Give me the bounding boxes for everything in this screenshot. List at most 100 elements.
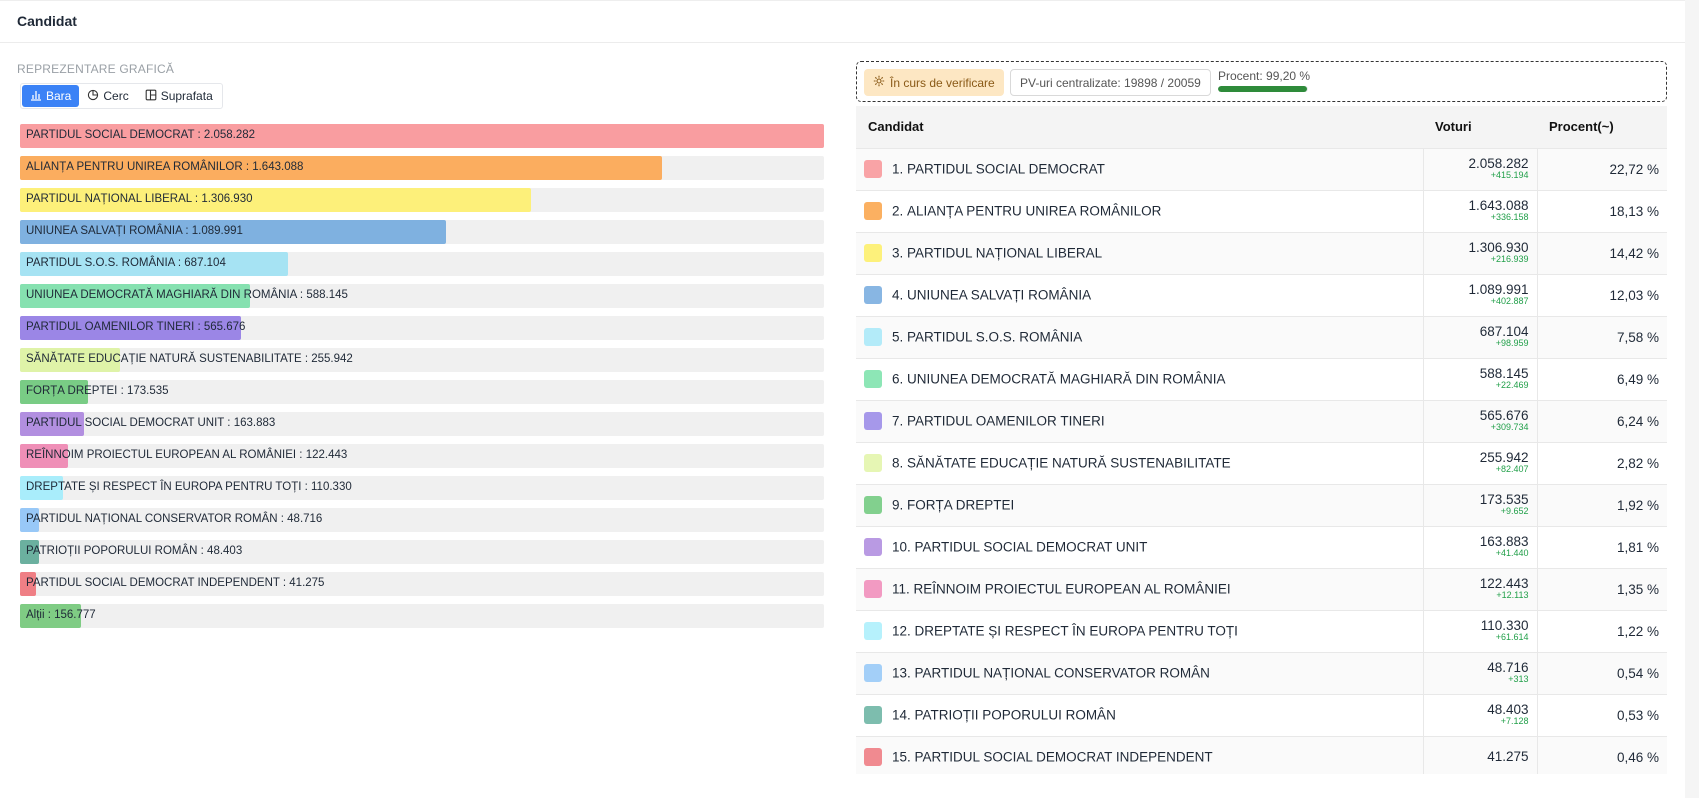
bar-category-label: SĂNĂTATE EDUCAȚIE NATURĂ SUSTENABILITATE <box>26 353 302 365</box>
bar-value-label: 110.330 <box>311 481 352 493</box>
bar-value-label: 173.535 <box>126 385 169 397</box>
table-row[interactable]: 15. PARTIDUL SOCIAL DEMOCRAT INDEPENDENT… <box>856 735 1667 774</box>
percent-cell: 7,58 % <box>1536 315 1667 358</box>
votes-cell: 2.058.282 +415.194 <box>1422 147 1537 190</box>
bar-row[interactable]: PATRIOȚII POPORULUI ROMÂN : 48.403 <box>20 540 824 564</box>
table-row[interactable]: 4. UNIUNEA SALVAȚI ROMÂNIA 1.089.991 +402.… <box>856 273 1667 316</box>
bar-row[interactable]: UNIUNEA DEMOCRATĂ MAGHIARĂ DIN ROMÂNIA :… <box>20 284 824 308</box>
votes-value: 588.145 <box>1479 365 1529 381</box>
table-row[interactable]: 12. DREPTATE ȘI RESPECT ÎN EUROPA PENTRU… <box>856 609 1667 652</box>
procent-fill <box>1218 86 1308 92</box>
table-row[interactable]: 10. PARTIDUL SOCIAL DEMOCRAT UNIT 163.883… <box>856 525 1667 568</box>
votes-cell: 1.643.088 +336.158 <box>1422 189 1537 232</box>
color-swatch <box>864 706 882 724</box>
bar-label-group: PARTIDUL SOCIAL DEMOCRAT INDEPENDENT : 4… <box>26 577 324 589</box>
bar-label-group: PARTIDUL SOCIAL DEMOCRAT UNIT : 163.883 <box>26 417 275 429</box>
toggle-circle-label: Cerc <box>103 89 129 103</box>
percent-cell: 1,35 % <box>1536 567 1667 610</box>
procent-text: Procent: 99,20 % <box>1218 69 1311 83</box>
bar-value-label: 48.403 <box>207 545 243 557</box>
votes-cell: 163.883 +41.440 <box>1422 525 1537 568</box>
gear-icon <box>873 75 885 90</box>
bar-row[interactable]: FORȚA DREPTEI : 173.535 <box>20 380 824 404</box>
bar-category-label: FORȚA DREPTEI <box>26 385 118 397</box>
bar-row[interactable]: PARTIDUL NAȚIONAL CONSERVATOR ROMÂN : 48… <box>20 508 824 532</box>
bar-value-label: 255.942 <box>311 353 353 365</box>
bar-row[interactable]: PARTIDUL SOCIAL DEMOCRAT INDEPENDENT : 4… <box>20 572 824 596</box>
votes-value: 1.306.930 <box>1468 239 1529 255</box>
color-swatch <box>864 370 882 388</box>
votes-cell: 565.676 +309.734 <box>1422 399 1537 442</box>
candidate-cell: 10. PARTIDUL SOCIAL DEMOCRAT UNIT <box>856 525 1423 568</box>
candidate-name: FORȚA DREPTEI <box>907 497 1015 513</box>
bar-fill <box>20 252 289 276</box>
bar-row[interactable]: PARTIDUL SOCIAL DEMOCRAT UNIT : 163.883 <box>20 412 824 436</box>
bar-value-label: 1.306.930 <box>201 193 253 205</box>
bar-label-separator: : <box>191 193 202 205</box>
toggle-bar-label: Bara <box>46 89 72 103</box>
table-row[interactable]: 3. PARTIDUL NAȚIONAL LIBERAL 1.306.930 +21… <box>856 231 1667 274</box>
bar-category-label: PARTIDUL S.O.S. ROMÂNIA <box>26 257 175 269</box>
toggle-circle[interactable]: Cerc <box>79 85 136 107</box>
votes-delta: +216.939 <box>1490 254 1529 265</box>
bar-row[interactable]: PARTIDUL S.O.S. ROMÂNIA : 687.104 <box>20 252 824 276</box>
bar-row[interactable]: PARTIDUL NAȚIONAL LIBERAL : 1.306.930 <box>20 188 824 212</box>
toggle-bar[interactable]: Bara <box>22 85 80 107</box>
bar-row[interactable]: REÎNNOIM PROIECTUL EUROPEAN AL ROMÂNIEI … <box>20 444 824 468</box>
candidate-name: PARTIDUL S.O.S. ROMÂNIA <box>907 329 1083 345</box>
votes-cell: 122.443 +12.113 <box>1422 567 1537 610</box>
header-percent[interactable]: Procent(~) <box>1537 106 1667 148</box>
bar-value-label: 1.643.088 <box>252 161 304 173</box>
table-row[interactable]: 1. PARTIDUL SOCIAL DEMOCRAT 2.058.282 +415… <box>856 147 1667 190</box>
table-row[interactable]: 9. FORȚA DREPTEI 173.535 +9.652 1,92 % <box>856 483 1667 526</box>
bar-row[interactable]: SĂNĂTATE EDUCAȚIE NATURĂ SUSTENABILITATE… <box>20 348 824 372</box>
table-row[interactable]: 5. PARTIDUL S.O.S. ROMÂNIA 687.104 +98.959… <box>856 315 1667 358</box>
candidate-cell: 2. ALIANȚA PENTRU UNIREA ROMÂNILOR <box>856 189 1423 232</box>
results-table-container: Candidat Voturi Procent(~) 1. PARTIDUL S… <box>856 106 1667 774</box>
table-row[interactable]: 13. PARTIDUL NAȚIONAL CONSERVATOR ROMÂN 4… <box>856 651 1667 694</box>
table-row[interactable]: 14. PATRIOȚII POPORULUI ROMÂN 48.403 +7.12… <box>856 693 1667 736</box>
bar-row[interactable]: Alții : 156.777 <box>20 604 824 628</box>
table-row[interactable]: 11. REÎNNOIM PROIECTUL EUROPEAN AL ROMÂN… <box>856 567 1667 610</box>
votes-value: 1.089.991 <box>1468 281 1529 297</box>
candidate-index: 8. <box>892 455 904 471</box>
votes-value: 122.443 <box>1479 575 1529 591</box>
bar-label-group: PARTIDUL NAȚIONAL LIBERAL : 1.306.930 <box>26 193 253 205</box>
votes-delta: +7.128 <box>1500 716 1529 727</box>
votes-delta: +309.734 <box>1490 422 1529 433</box>
bar-category-label: ALIANȚA PENTRU UNIREA ROMÂNILOR <box>26 161 243 173</box>
votes-value: 687.104 <box>1479 323 1529 339</box>
scrollbar-track[interactable] <box>1685 0 1699 798</box>
bar-value-label: 588.145 <box>306 289 348 301</box>
header-votes[interactable]: Voturi <box>1423 106 1537 148</box>
bar-row[interactable]: UNIUNEA SALVAȚI ROMÂNIA : 1.089.991 <box>20 220 824 244</box>
candidate-cell: 5. PARTIDUL S.O.S. ROMÂNIA <box>856 315 1423 358</box>
table-row[interactable]: 6. UNIUNEA DEMOCRATĂ MAGHIARĂ DIN ROMÂNI… <box>856 357 1667 400</box>
table-body: 1. PARTIDUL SOCIAL DEMOCRAT 2.058.282 +415… <box>856 147 1667 774</box>
bar-label-separator: : <box>117 385 127 397</box>
candidate-name: PARTIDUL NAȚIONAL LIBERAL <box>907 245 1103 261</box>
table-row[interactable]: 2. ALIANȚA PENTRU UNIREA ROMÂNILOR 1.643.… <box>856 189 1667 232</box>
bar-fill <box>20 284 250 308</box>
candidate-cell: 11. REÎNNOIM PROIECTUL EUROPEAN AL ROMÂN… <box>856 567 1423 610</box>
bar-row[interactable]: ALIANȚA PENTRU UNIREA ROMÂNILOR : 1.643.… <box>20 156 824 180</box>
bar-value-label: 156.777 <box>54 609 96 621</box>
header-candidate[interactable]: Candidat <box>856 106 1423 148</box>
bar-label-separator: : <box>194 321 204 333</box>
candidate-name: UNIUNEA SALVAȚI ROMÂNIA <box>907 287 1092 303</box>
table-row[interactable]: 8. SĂNĂTATE EDUCAȚIE NATURĂ SUSTENABILIT… <box>856 441 1667 484</box>
bar-row[interactable]: PARTIDUL OAMENILOR TINERI : 565.676 <box>20 316 824 340</box>
bar-row[interactable]: PARTIDUL SOCIAL DEMOCRAT : 2.058.282 <box>20 124 824 148</box>
table-row[interactable]: 7. PARTIDUL OAMENILOR TINERI 565.676 +309.… <box>856 399 1667 442</box>
toggle-surface[interactable]: Suprafata <box>137 85 221 107</box>
votes-cell: 588.145 +22.469 <box>1422 357 1537 400</box>
bar-value-label: 565.676 <box>203 321 246 333</box>
candidate-cell: 7. PARTIDUL OAMENILOR TINERI <box>856 399 1423 442</box>
votes-delta: +98.959 <box>1495 338 1529 349</box>
page-title: Candidat <box>17 13 77 29</box>
color-swatch <box>864 538 882 556</box>
color-swatch <box>864 160 882 178</box>
bar-fill <box>20 540 39 564</box>
bar-row[interactable]: DREPTATE ȘI RESPECT ÎN EUROPA PENTRU TOȚ… <box>20 476 824 500</box>
percent-cell: 1,81 % <box>1536 525 1667 568</box>
